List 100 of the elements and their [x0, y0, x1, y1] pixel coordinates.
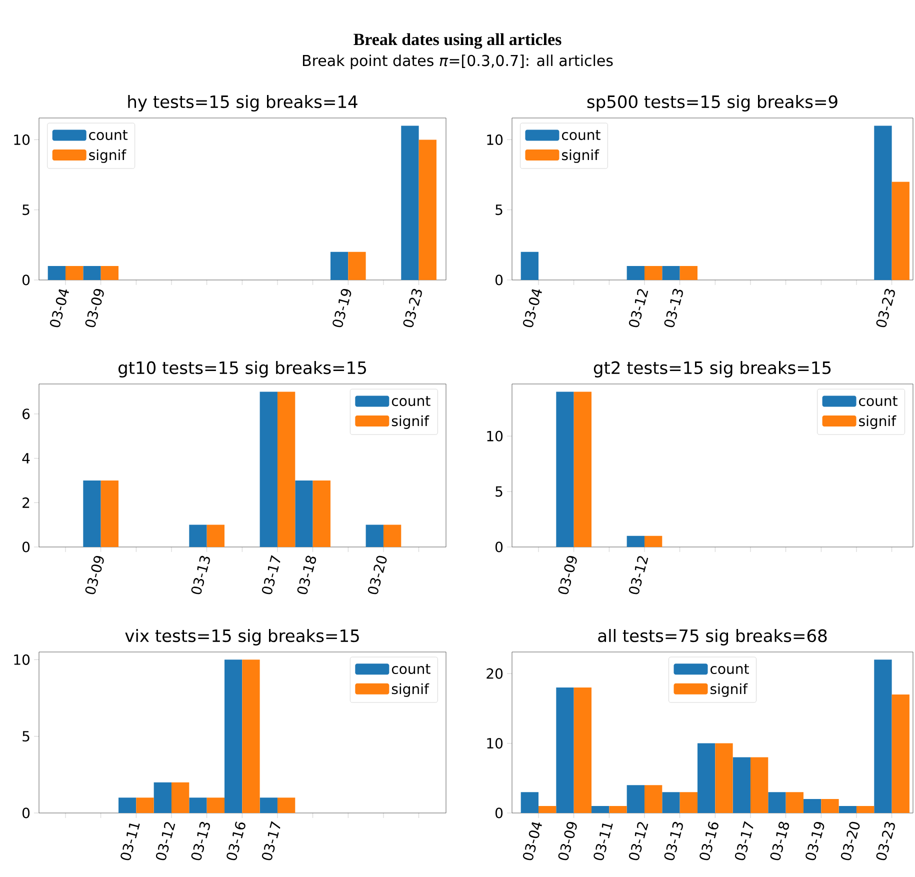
bar: [260, 798, 278, 813]
bar: [224, 660, 242, 813]
y-tick-label: 6: [22, 408, 30, 420]
x-tick-label: 03-12: [628, 822, 648, 860]
x-tick-label: 03-09: [558, 822, 577, 860]
x-tick-label: 03-16: [700, 822, 718, 860]
bar: [821, 799, 839, 813]
bar: [189, 524, 207, 547]
bar: [66, 266, 84, 280]
y-tick-label: 0: [22, 542, 30, 552]
y-tick-label: 10: [487, 430, 503, 442]
y-tick-label: 5: [22, 204, 30, 216]
x-tick-label: 03-09: [558, 556, 577, 594]
bar: [556, 688, 574, 813]
bar: [366, 524, 384, 547]
bar: [592, 806, 610, 813]
bar: [260, 392, 278, 547]
bar: [100, 266, 118, 280]
legend-label: count: [392, 396, 430, 406]
bar: [662, 792, 680, 813]
bar: [644, 266, 662, 280]
x-tick-label: 03-17: [734, 821, 754, 860]
text: Break dates using all articles: [354, 33, 562, 49]
y-tick-label: 0: [495, 808, 503, 818]
x-tick-label: 03-19: [332, 288, 352, 328]
y-tick-label: 5: [22, 731, 30, 742]
x-tick-label: 03-04: [50, 289, 69, 328]
bar: [838, 806, 856, 813]
chart-title: hy tests=15 sig breaks=14: [128, 94, 358, 112]
x-tick-label: 03-04: [522, 822, 542, 860]
legend-label: signif: [562, 149, 600, 163]
bar: [312, 480, 330, 547]
x-tick-label: 03-13: [191, 822, 210, 860]
bar: [662, 266, 680, 280]
bar: [401, 126, 419, 280]
chart-title: sp500 tests=15 sig breaks=9: [587, 94, 838, 112]
bar: [330, 252, 348, 280]
chart-title: gt10 tests=15 sig breaks=15: [118, 360, 366, 378]
x-tick-label: 03-20: [368, 556, 387, 594]
x-tick-label: 03-12: [628, 556, 648, 594]
bar: [154, 782, 172, 813]
bar: [768, 792, 786, 813]
y-tick-label: 0: [22, 808, 30, 818]
bar: [206, 798, 224, 813]
bar: [644, 785, 662, 813]
bar: [732, 757, 750, 813]
bar: [538, 806, 556, 813]
legend-label: count: [392, 664, 430, 674]
bar: [874, 126, 892, 280]
bar: [786, 792, 804, 813]
chart-title: all tests=75 sig breaks=68: [598, 628, 827, 646]
bar: [83, 480, 101, 547]
y-tick-label: 0: [22, 274, 30, 286]
y-tick-label: 4: [22, 453, 30, 464]
legend-label: count: [89, 130, 128, 140]
legend-label: count: [562, 130, 600, 140]
bar: [189, 798, 207, 813]
legend-label: count: [859, 396, 898, 406]
x-tick-label: 03-18: [297, 556, 316, 594]
x-tick-label: 03-18: [770, 822, 790, 860]
chart-title: vix tests=15 sig breaks=15: [125, 628, 359, 646]
legend-label: signif: [859, 415, 896, 429]
bar: [100, 480, 118, 547]
y-tick-label: 20: [486, 668, 503, 679]
x-tick-label: 03-13: [664, 822, 683, 860]
x-tick-label: 03-04: [522, 289, 542, 328]
y-tick-label: 10: [487, 738, 503, 749]
y-tick-label: 5: [496, 204, 502, 216]
y-tick-label: 10: [14, 134, 30, 146]
bar: [626, 266, 644, 280]
x-tick-label: 03-09: [85, 556, 104, 594]
bar: [418, 140, 436, 280]
bar: [118, 798, 136, 813]
bar: [574, 688, 592, 813]
bar: [856, 806, 874, 813]
legend-label: signif: [392, 683, 430, 697]
bar: [750, 757, 768, 813]
x-tick-label: 03-11: [594, 824, 613, 860]
x-tick-label: 03-23: [876, 288, 895, 328]
bar: [277, 798, 296, 813]
bar: [383, 524, 402, 547]
x-tick-label: 03-12: [156, 822, 176, 860]
legend-label: signif: [392, 415, 430, 429]
x-tick-label: 03-11: [120, 824, 140, 860]
bar: [892, 694, 910, 813]
bar: [48, 266, 66, 280]
x-tick-label: 03-17: [262, 821, 280, 860]
bar: [874, 660, 892, 813]
text: Break point dates π=[0.3,0.7]: all articles: [302, 54, 613, 70]
bar: [206, 524, 224, 547]
bar: [520, 252, 539, 280]
bar: [242, 660, 260, 813]
bar: [171, 782, 190, 813]
y-tick-label: 10: [487, 134, 503, 146]
x-tick-label: 03-19: [806, 822, 824, 860]
bar: [520, 792, 539, 813]
bar: [715, 743, 733, 813]
y-tick-label: 10: [14, 654, 30, 665]
bar: [803, 799, 822, 813]
x-tick-label: 03-13: [191, 556, 210, 594]
